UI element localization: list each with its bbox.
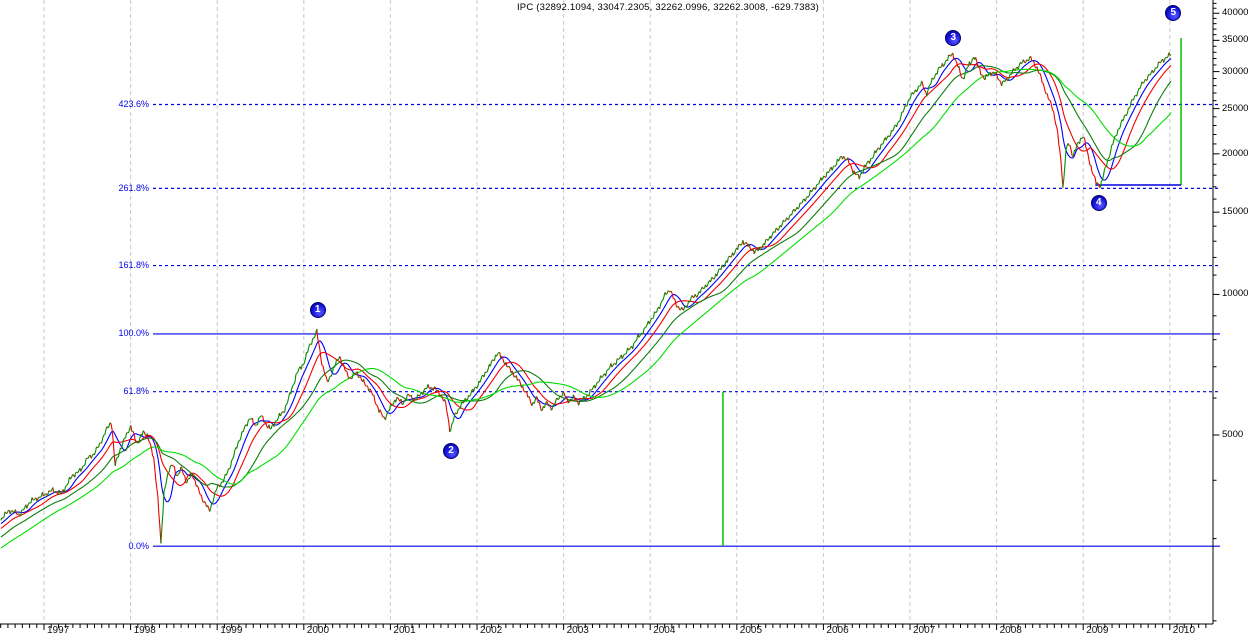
marker-1: 1 [309, 302, 326, 318]
x-axis-label-1999: 1999 [220, 625, 243, 636]
marker-3: 3 [945, 30, 962, 47]
fib-label-100.0%: 100.0% [118, 328, 149, 339]
x-axis-label-2001: 2001 [393, 625, 416, 636]
x-axis-label-2003: 2003 [566, 625, 589, 636]
fib-label-0.0%: 0.0% [128, 540, 149, 551]
y-axis-label-35000: 35000 [1222, 34, 1249, 46]
x-axis-label-2010: 2010 [1172, 625, 1196, 636]
x-axis-label-2009: 2009 [1086, 625, 1109, 636]
fib-label-61.8%: 61.8% [123, 386, 149, 397]
x-axis-label-2002: 2002 [480, 625, 503, 636]
x-axis-label-2007: 2007 [913, 625, 936, 636]
marker-4: 4 [1090, 194, 1107, 211]
y-axis-label-5000: 5000 [1222, 429, 1244, 440]
marker-5: 5 [1165, 5, 1182, 21]
x-axis-label-2005: 2005 [739, 625, 763, 636]
x-axis-label-2006: 2006 [826, 625, 849, 636]
y-axis-label-10000: 10000 [1222, 288, 1249, 300]
fib-label-423.6%: 423.6% [118, 98, 149, 109]
ma-fast-line [0, 57, 1172, 525]
fib-label-161.8%: 161.8% [118, 260, 149, 271]
marker-2: 2 [443, 443, 460, 460]
ma-slowest-line [0, 68, 1172, 549]
price-line-down [1, 52, 1171, 544]
ma-medium-line [0, 63, 1172, 529]
chart-title: IPC (32892.1094, 33047.2305, 32262.0996,… [516, 2, 820, 13]
x-axis-label-1997: 1997 [47, 625, 70, 636]
fib-label-261.8%: 261.8% [118, 182, 149, 193]
y-axis-label-30000: 30000 [1222, 65, 1249, 77]
ma-slow-line [0, 65, 1172, 538]
x-axis-label-2008: 2008 [999, 625, 1022, 636]
x-axis-label-2004: 2004 [653, 625, 676, 636]
y-axis-label-15000: 15000 [1222, 206, 1249, 218]
price-line-up [0, 52, 1172, 544]
y-axis-label-25000: 25000 [1222, 102, 1249, 114]
x-axis-label-2000: 2000 [306, 625, 330, 636]
y-axis-label-40000: 40000 [1222, 7, 1249, 19]
y-axis-label-20000: 20000 [1222, 147, 1249, 159]
x-axis-label-1998: 1998 [133, 625, 156, 636]
